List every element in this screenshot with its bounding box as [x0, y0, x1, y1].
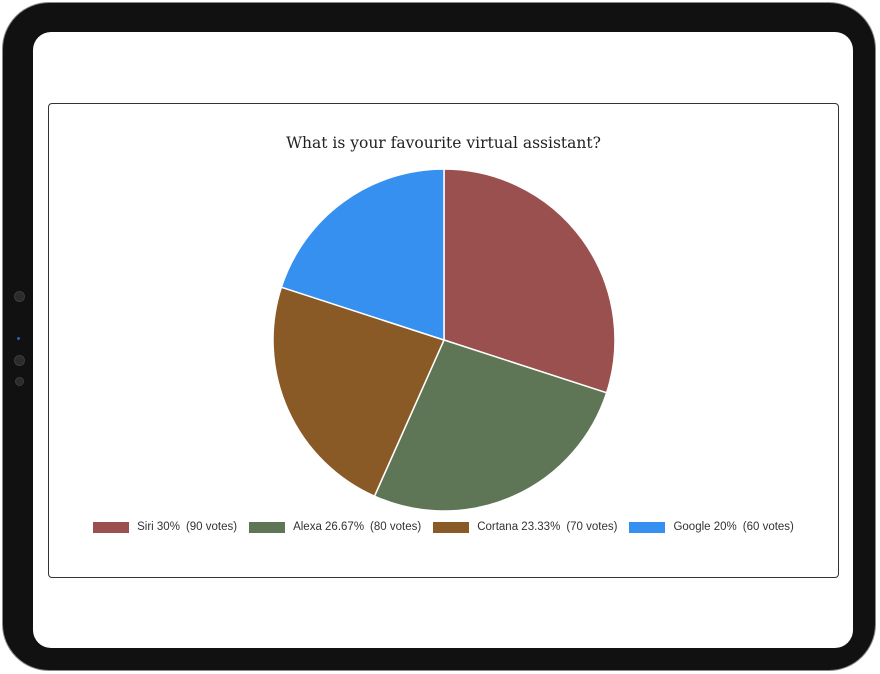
legend-votes-siri: (90 votes): [185, 521, 238, 533]
camera-icon: [14, 291, 25, 302]
legend-votes-cortana: (70 votes): [566, 521, 618, 533]
legend-label-google: Google 20%: [673, 521, 737, 533]
tablet-frame: What is your favourite virtual assistant…: [3, 3, 875, 670]
tablet-screen: What is your favourite virtual assistant…: [33, 32, 853, 648]
legend-item-siri[interactable]: Siri 30% (90 votes): [93, 521, 237, 533]
indicator-light: [17, 337, 20, 340]
legend-label-alexa: Alexa 26.67%: [293, 521, 365, 533]
pie-slice-cortana[interactable]: [272, 286, 446, 498]
sensor-icon: [14, 355, 25, 366]
legend-swatch-cortana: [433, 521, 470, 533]
legend-votes-alexa: (80 votes): [370, 521, 422, 533]
pie-slice-siri[interactable]: [443, 168, 616, 394]
legend-votes-google: (60 votes): [742, 521, 794, 533]
poll-results-card: What is your favourite virtual assistant…: [48, 103, 839, 578]
chart-legend: Siri 30% (90 votes) Alexa 26.67% (80 votes)…: [49, 521, 838, 533]
chart-title: What is your favourite virtual assistant…: [286, 134, 601, 152]
legend-swatch-siri: [93, 521, 130, 533]
legend-label-cortana: Cortana 23.33%: [477, 521, 561, 533]
legend-swatch-alexa: [249, 521, 286, 533]
pie-chart: [272, 168, 616, 512]
legend-item-cortana[interactable]: Cortana 23.33% (70 votes): [433, 521, 617, 533]
legend-item-alexa[interactable]: Alexa 26.67% (80 votes): [249, 521, 421, 533]
legend-swatch-google: [629, 521, 666, 533]
pie-slice-alexa[interactable]: [373, 339, 608, 512]
legend-label-siri: Siri 30%: [137, 521, 180, 533]
pie-slice-google[interactable]: [280, 168, 445, 342]
legend-item-google[interactable]: Google 20% (60 votes): [629, 521, 794, 533]
microphone-icon: [15, 377, 24, 386]
